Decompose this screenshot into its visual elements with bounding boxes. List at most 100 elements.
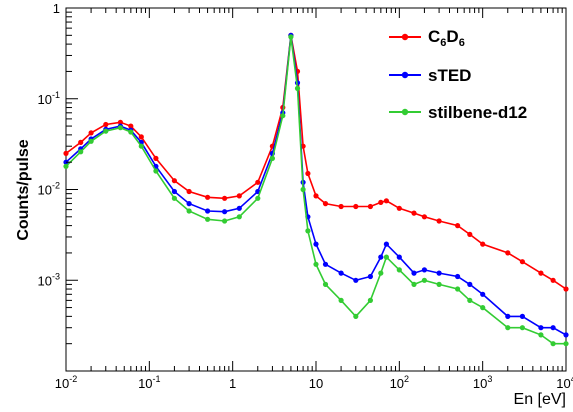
series-0-point xyxy=(411,210,417,216)
series-1-point xyxy=(322,261,329,267)
series-0-point xyxy=(519,259,526,265)
series-2-point xyxy=(353,313,359,319)
series-1-point xyxy=(186,201,192,207)
series-2-point xyxy=(222,218,228,224)
series-2-point xyxy=(421,277,427,283)
series-0-point xyxy=(538,270,544,276)
y-tick-label: 10-2 xyxy=(38,181,60,198)
series-0-point xyxy=(103,121,109,128)
series-0-point xyxy=(505,250,511,256)
series-2-point xyxy=(411,281,417,287)
series-1-point xyxy=(505,313,511,319)
series-2-point xyxy=(383,254,389,260)
series-1-point xyxy=(396,254,402,260)
series-0-point xyxy=(378,199,384,205)
series-0-point xyxy=(205,194,211,200)
series-1-point xyxy=(378,254,384,260)
series-0-point xyxy=(153,155,159,161)
series-1-point xyxy=(411,270,417,276)
series-2-point xyxy=(255,195,261,201)
legend-entry-sted: sTED xyxy=(389,66,471,85)
series-0-point xyxy=(255,179,261,185)
x-tick-label: 1 xyxy=(229,376,236,391)
series-2-point xyxy=(138,143,144,149)
series-2-point xyxy=(550,341,556,347)
x-tick-label: 104 xyxy=(556,374,573,391)
series-2-point xyxy=(519,325,526,331)
series-layer xyxy=(63,32,569,347)
series-2-point xyxy=(205,216,211,222)
y-tick-label: 10-3 xyxy=(38,271,60,288)
axes-layer: 10-2 10-1 1 10 102 103 104 1 10-1 10-2 10-3 xyxy=(38,1,573,391)
series-0-point xyxy=(467,231,473,237)
series-2-point xyxy=(563,341,569,347)
series-0-point xyxy=(353,203,359,210)
series-0-point xyxy=(455,223,461,229)
series-1-point xyxy=(455,273,461,280)
y-axis-title: Counts/pulse xyxy=(15,139,32,240)
series-2-point xyxy=(396,267,402,273)
series-2-point xyxy=(367,297,373,303)
series-2-point xyxy=(236,214,242,220)
series-2-point xyxy=(128,129,134,135)
x-tick-label: 10-2 xyxy=(55,374,77,391)
series-1-point xyxy=(222,209,228,215)
series-0-point xyxy=(78,139,84,145)
series-2-point xyxy=(313,261,319,267)
series-1-point xyxy=(467,281,473,287)
legend-label-c6d6-sub2: 6 xyxy=(459,37,465,49)
series-0-point xyxy=(367,203,373,210)
series-1-point xyxy=(236,205,242,211)
series-2-point xyxy=(505,325,511,331)
series-0-point xyxy=(550,277,556,283)
series-0-point xyxy=(236,193,242,199)
series-0-point xyxy=(128,123,134,129)
series-2-point xyxy=(269,155,275,161)
series-1-point xyxy=(480,291,486,297)
series-0-point xyxy=(383,198,389,204)
series-1-point xyxy=(171,188,177,195)
series-2-point xyxy=(186,208,192,214)
series-2-point xyxy=(103,128,109,134)
series-0-point xyxy=(138,134,144,140)
series-0-point xyxy=(186,188,192,195)
x-axis-title: En [eV] xyxy=(514,391,566,408)
series-1-point xyxy=(205,208,211,214)
series-2-point xyxy=(88,138,94,144)
series-2-point xyxy=(322,281,329,287)
series-2-point xyxy=(467,297,473,303)
series-2-point xyxy=(288,34,294,40)
series-1-point xyxy=(367,273,373,280)
series-1-point xyxy=(313,241,319,247)
series-0-point xyxy=(563,286,569,292)
legend-label-c6d6-c: C xyxy=(428,27,440,46)
series-0-point xyxy=(63,150,69,156)
series-0-point xyxy=(436,218,442,224)
legend-entry-stilbene: stilbene-d12 xyxy=(389,103,527,122)
series-0-point xyxy=(171,178,177,184)
series-1-point xyxy=(338,270,344,276)
series-2-point xyxy=(63,163,69,169)
series-0-point xyxy=(396,205,402,211)
series-1-point xyxy=(421,267,427,273)
y-tick-label: 1 xyxy=(53,1,60,16)
series-0-point xyxy=(222,195,228,201)
series-2-point xyxy=(153,168,159,174)
series-2-point xyxy=(171,195,177,201)
x-tick-label: 102 xyxy=(390,374,409,391)
series-2-point xyxy=(338,297,344,303)
series-2-point xyxy=(538,332,544,338)
legend: C6D6 sTED stilbene-d12 xyxy=(389,27,527,122)
x-tick-label: 10 xyxy=(309,376,323,391)
series-0-point xyxy=(338,203,344,210)
series-0-point xyxy=(117,119,123,125)
series-2-point xyxy=(305,228,311,234)
svg-text:C6D6: C6D6 xyxy=(428,27,465,49)
x-tick-label: 10-1 xyxy=(138,374,160,391)
legend-label-c6d6-d: D xyxy=(446,27,458,46)
series-2-point xyxy=(455,286,461,292)
y-tick-label: 10-1 xyxy=(38,90,60,107)
series-1-point xyxy=(550,325,556,331)
series-2-point xyxy=(480,305,486,311)
